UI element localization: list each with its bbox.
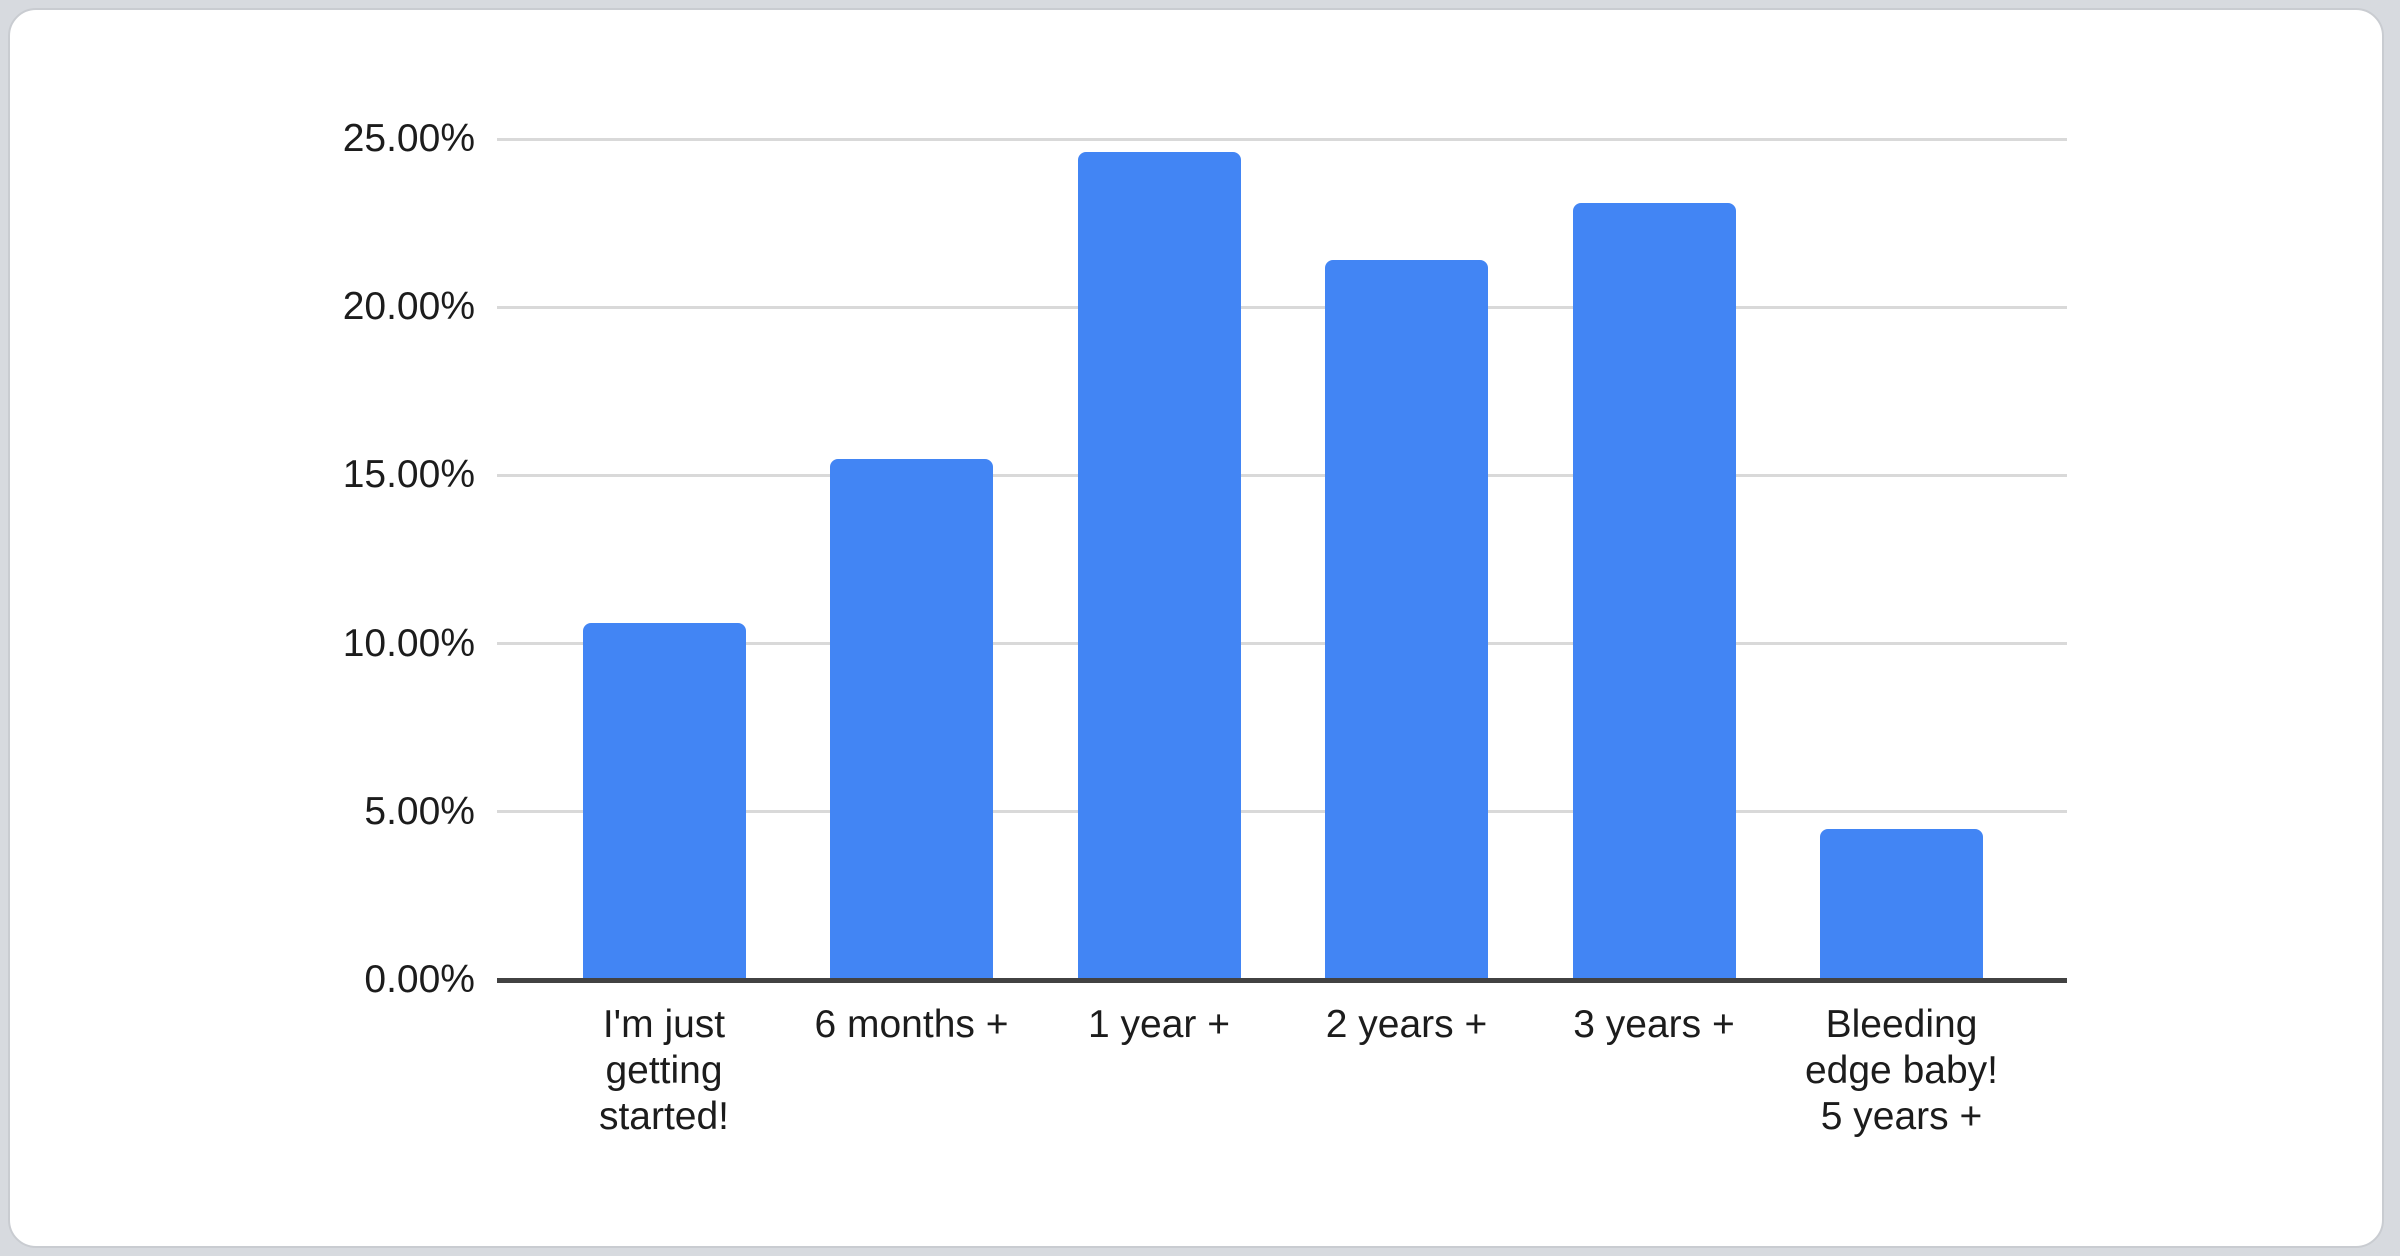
x-axis-category-label: I'm just getting started! [598, 1003, 730, 1138]
x-axis-category-label: 6 months + [814, 1003, 1009, 1046]
bar [1820, 829, 1983, 980]
bar [582, 623, 746, 980]
x-axis-baseline [497, 977, 2067, 983]
x-axis-category-label: 3 years + [1573, 1003, 1735, 1046]
y-axis-tick-label: 0.00% [364, 958, 475, 1001]
y-axis-tick-label: 5.00% [364, 789, 475, 833]
x-axis-category-label: Bleeding edge baby! 5 years + [1804, 1003, 1998, 1138]
bar [1077, 152, 1241, 980]
gridline [497, 642, 2067, 646]
x-axis-category-label: 2 years + [1325, 1003, 1488, 1046]
gridline [497, 473, 2067, 477]
bar [1325, 260, 1488, 980]
y-axis-tick-label: 15.00% [342, 453, 475, 497]
x-axis-category-label: 1 year + [1087, 1003, 1230, 1046]
bar [1572, 203, 1736, 980]
gridline [497, 810, 2067, 814]
y-axis-tick-label: 10.00% [342, 621, 475, 665]
y-axis-tick-label: 20.00% [342, 285, 475, 329]
y-axis-tick-label: 25.00% [342, 117, 475, 160]
gridline [497, 305, 2067, 309]
bar [830, 459, 993, 980]
gridline [497, 137, 2067, 141]
